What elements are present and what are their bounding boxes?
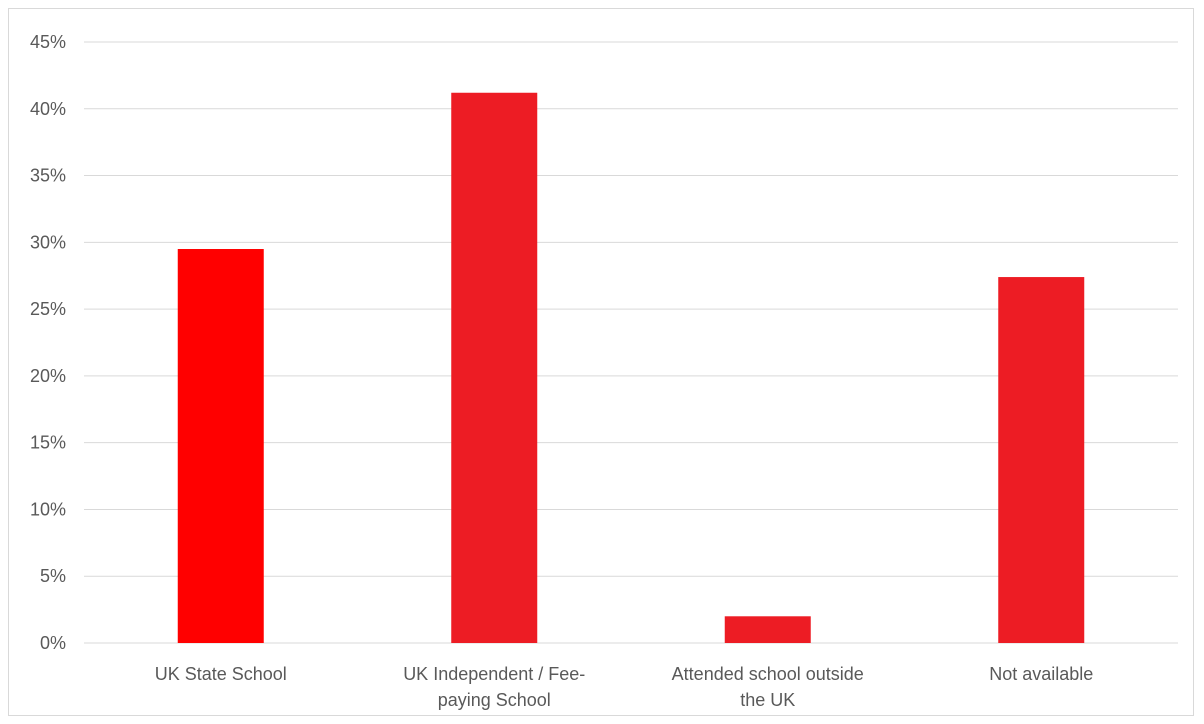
y-tick-label: 40% [30, 99, 66, 119]
x-category-label: UK State School [155, 664, 287, 684]
bar [177, 249, 264, 643]
y-axis-tick-labels: 0% 5% 10% 15% 20% 25% 30% 35% 40% 45% [30, 32, 66, 653]
x-category-label: Attended school outside the UK [672, 664, 864, 710]
gridlines [84, 41, 1178, 644]
y-tick-label: 30% [30, 232, 66, 252]
y-tick-label: 15% [30, 433, 66, 453]
x-axis-category-labels: UK State School UK Independent / Fee-payi… [155, 664, 1094, 710]
bar [998, 277, 1085, 643]
y-tick-label: 45% [30, 32, 66, 52]
bar [451, 92, 538, 644]
x-category-label: Not available [989, 664, 1093, 684]
y-tick-label: 20% [30, 366, 66, 386]
x-category-label: UK Independent / Fee-paying School [403, 664, 585, 710]
y-tick-label: 35% [30, 166, 66, 186]
y-tick-label: 0% [40, 633, 66, 653]
bars [177, 92, 1085, 644]
bar [724, 616, 811, 643]
y-tick-label: 25% [30, 299, 66, 319]
y-tick-label: 10% [30, 499, 66, 519]
y-tick-label: 5% [40, 566, 66, 586]
